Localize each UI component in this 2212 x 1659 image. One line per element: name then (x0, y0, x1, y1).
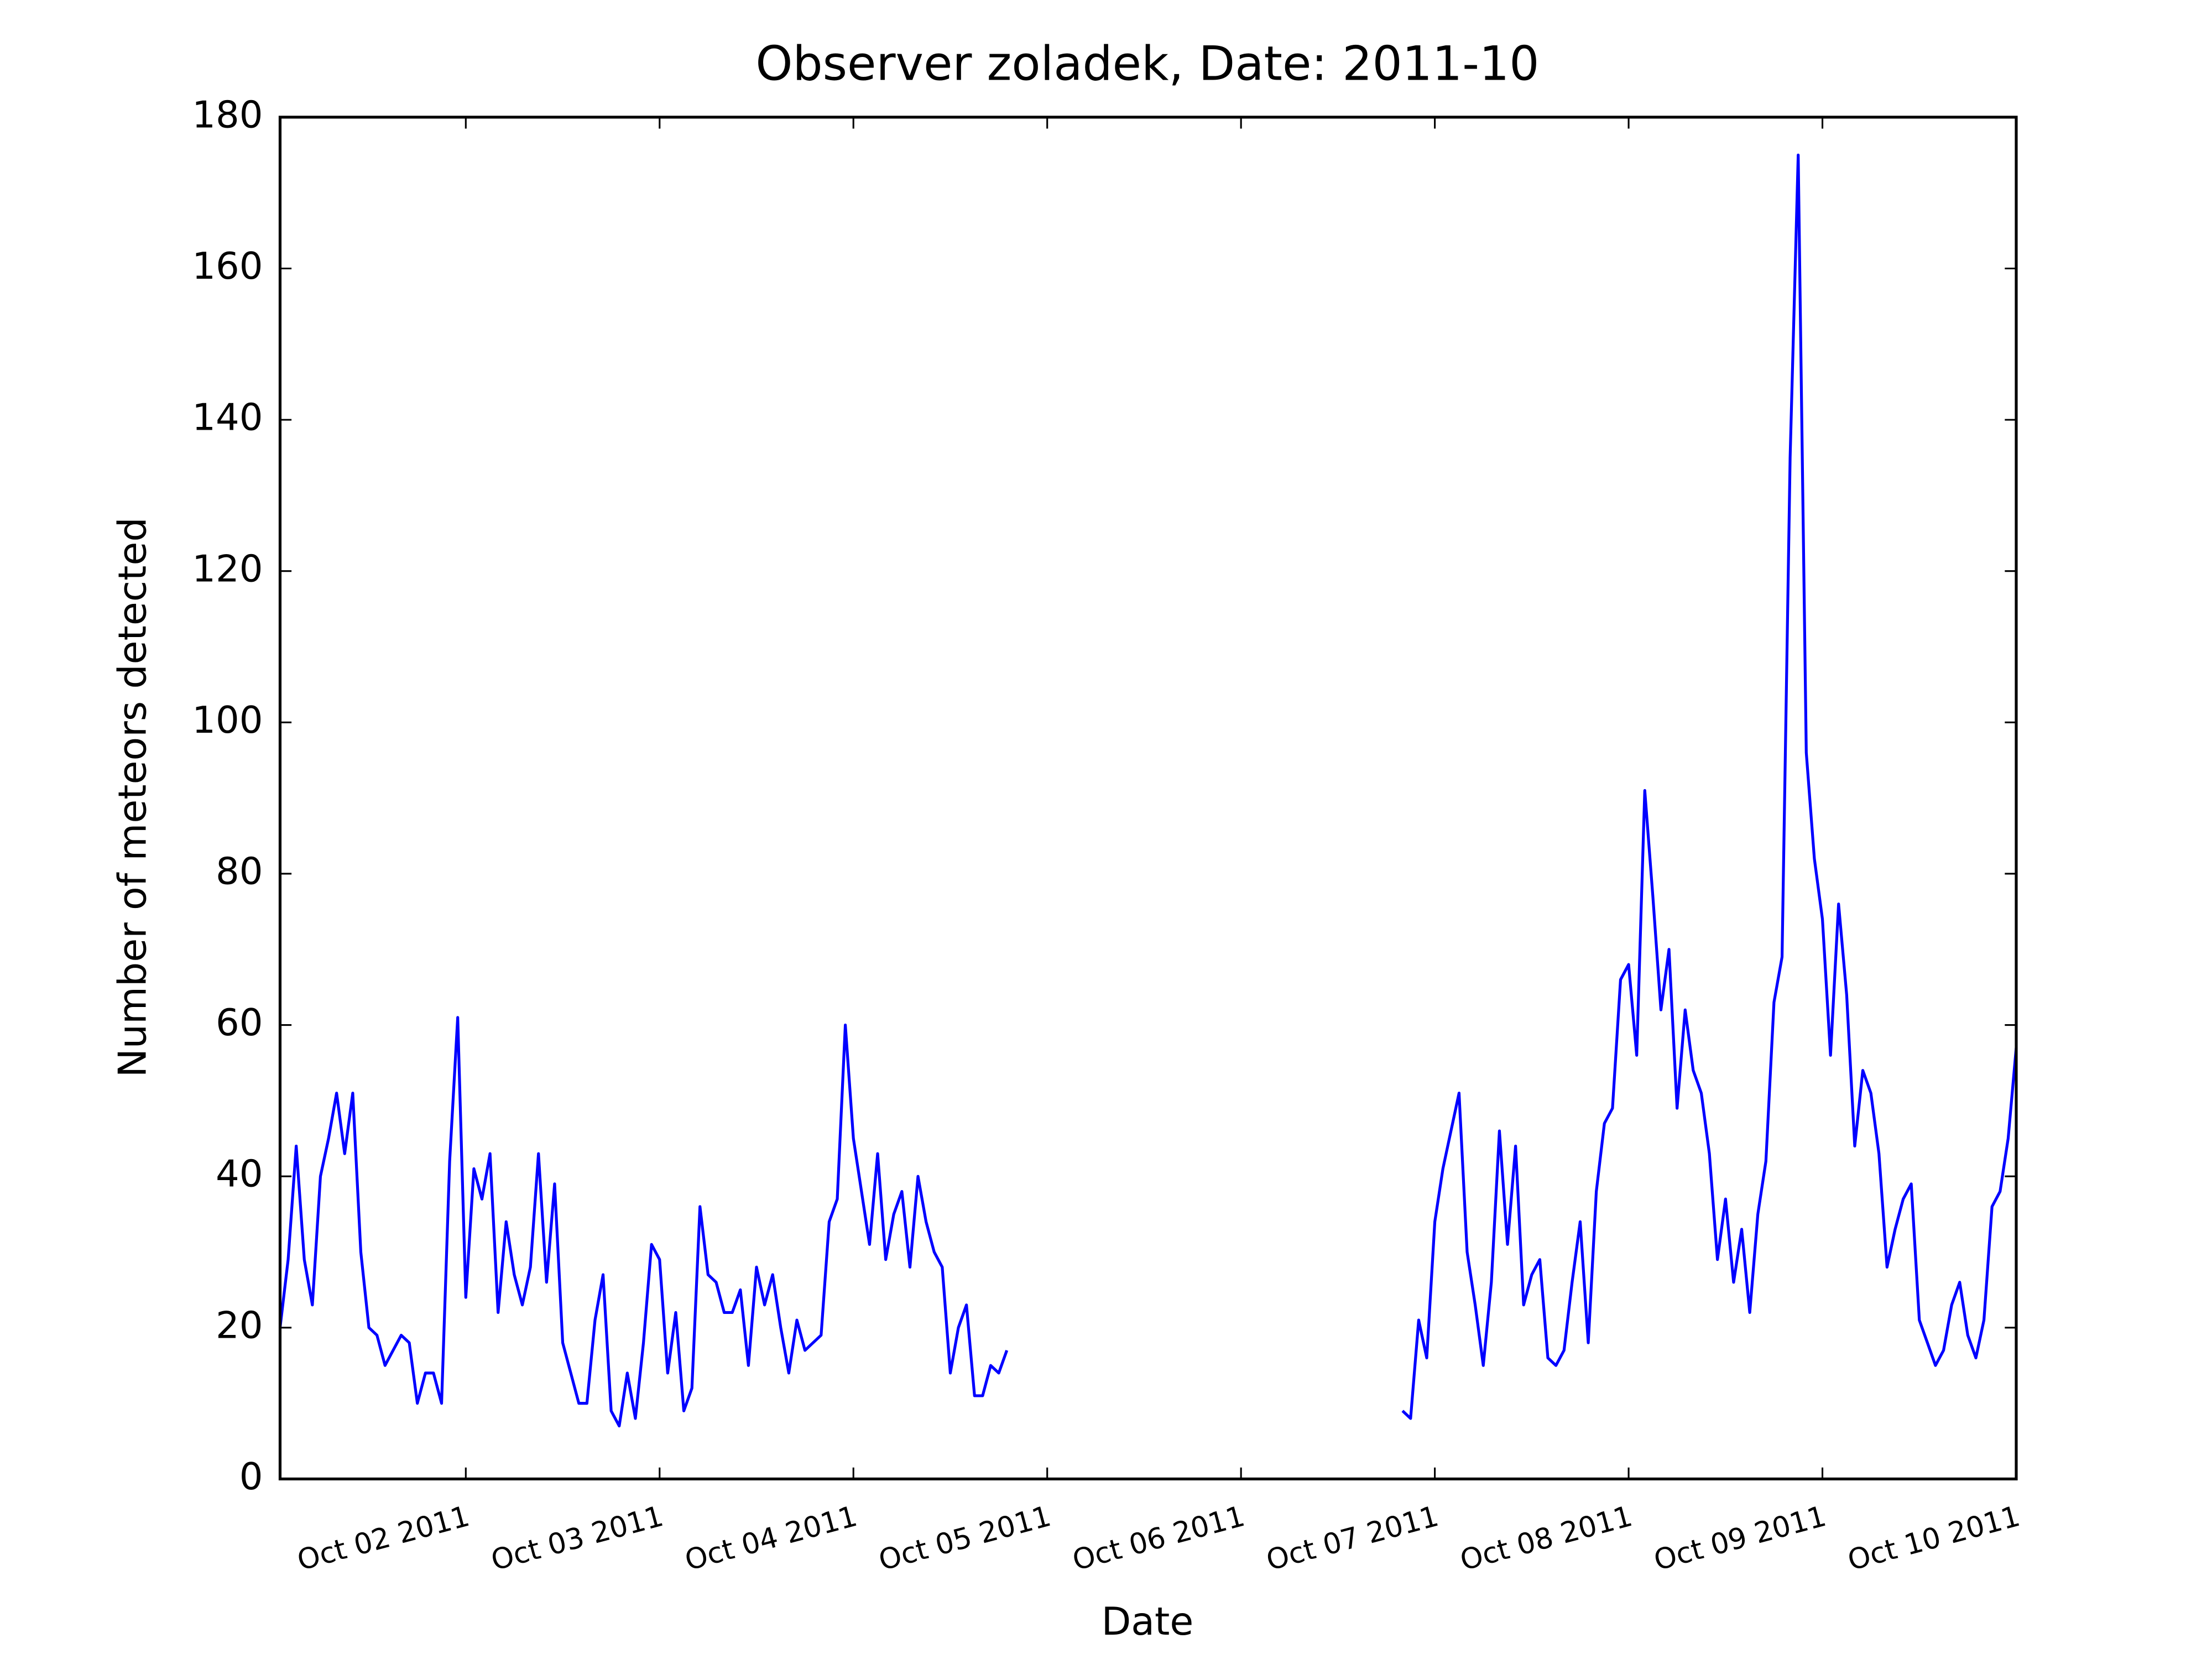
x-axis-label: Date (1102, 1599, 1194, 1644)
y-axis-label: Number of meteors detected (111, 517, 155, 1077)
y-tick-label: 0 (239, 1455, 263, 1498)
plot-frame (278, 116, 2018, 1481)
y-tick-label: 180 (192, 93, 263, 136)
data-line (278, 153, 2018, 1428)
y-tick-label: 120 (192, 547, 263, 590)
y-tick-label: 40 (216, 1152, 263, 1196)
y-tick-label: 80 (216, 850, 263, 893)
chart-title: Observer zoladek, Date: 2011-10 (755, 37, 1539, 92)
y-tick-label: 140 (192, 396, 263, 439)
y-tick-label: 100 (192, 698, 263, 742)
y-tick-label: 20 (216, 1303, 263, 1347)
y-tick-label: 160 (192, 244, 263, 288)
y-tick-label: 60 (216, 1001, 263, 1044)
